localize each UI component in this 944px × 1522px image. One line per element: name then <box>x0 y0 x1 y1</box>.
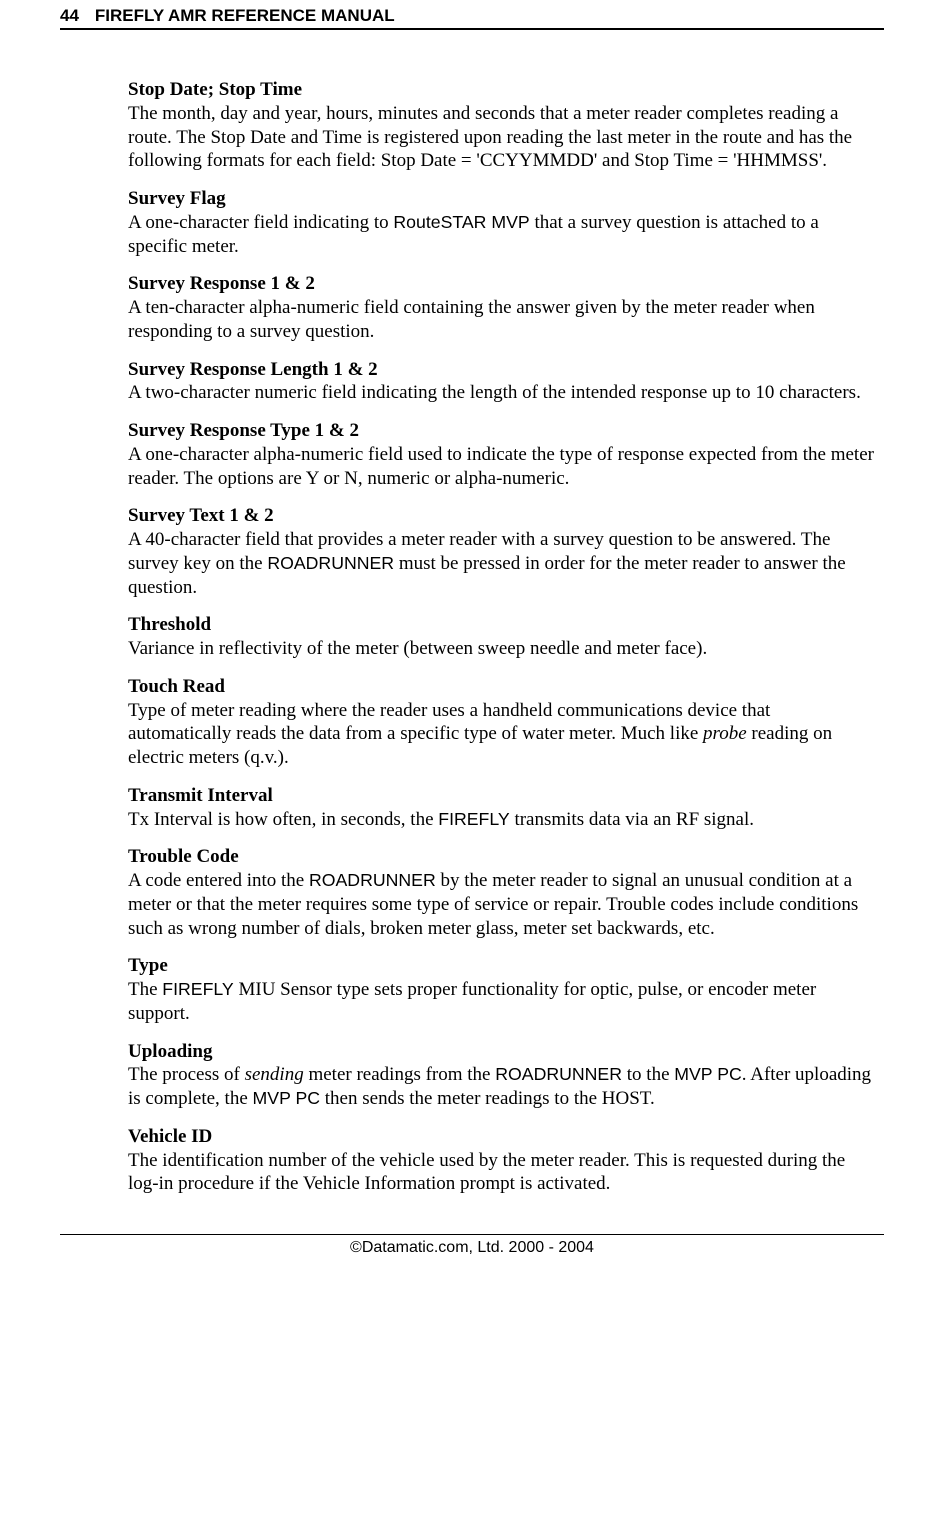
def-survey-flag: A one-character field indicating to Rout… <box>128 211 874 259</box>
def-touch-read: Type of meter reading where the reader u… <box>128 699 874 770</box>
term-type: Type <box>128 954 874 978</box>
term-vehicle-id: Vehicle ID <box>128 1125 874 1149</box>
def-vehicle-id: The identification number of the vehicle… <box>128 1149 874 1197</box>
term-survey-text: Survey Text 1 & 2 <box>128 504 874 528</box>
def-survey-text: A 40-character field that provides a met… <box>128 528 874 599</box>
def-stop-date: The month, day and year, hours, minutes … <box>128 102 874 173</box>
page: 44 FIREFLY AMR REFERENCE MANUAL Stop Dat… <box>0 0 944 1277</box>
header-title: FIREFLY AMR REFERENCE MANUAL <box>95 6 395 26</box>
header-rule <box>60 28 884 30</box>
term-threshold: Threshold <box>128 613 874 637</box>
term-transmit-interval: Transmit Interval <box>128 784 874 808</box>
content-body: Stop Date; Stop Time The month, day and … <box>60 78 884 1196</box>
term-survey-response: Survey Response 1 & 2 <box>128 272 874 296</box>
term-touch-read: Touch Read <box>128 675 874 699</box>
page-header: 44 FIREFLY AMR REFERENCE MANUAL <box>60 0 884 28</box>
term-survey-response-length: Survey Response Length 1 & 2 <box>128 358 874 382</box>
term-stop-date: Stop Date; Stop Time <box>128 78 874 102</box>
page-number: 44 <box>60 6 79 26</box>
def-survey-response: A ten-character alpha-numeric field cont… <box>128 296 874 344</box>
def-survey-response-length: A two-character numeric field indicating… <box>128 381 874 405</box>
term-survey-response-type: Survey Response Type 1 & 2 <box>128 419 874 443</box>
def-transmit-interval: Tx Interval is how often, in seconds, th… <box>128 808 874 832</box>
term-trouble-code: Trouble Code <box>128 845 874 869</box>
def-uploading: The process of sending meter readings fr… <box>128 1063 874 1111</box>
def-survey-response-type: A one-character alpha-numeric field used… <box>128 443 874 491</box>
term-uploading: Uploading <box>128 1040 874 1064</box>
term-survey-flag: Survey Flag <box>128 187 874 211</box>
def-type: The FIREFLY MIU Sensor type sets proper … <box>128 978 874 1026</box>
footer-text: ©Datamatic.com, Ltd. 2000 - 2004 <box>60 1235 884 1277</box>
def-trouble-code: A code entered into the ROADRUNNER by th… <box>128 869 874 940</box>
def-threshold: Variance in reflectivity of the meter (b… <box>128 637 874 661</box>
